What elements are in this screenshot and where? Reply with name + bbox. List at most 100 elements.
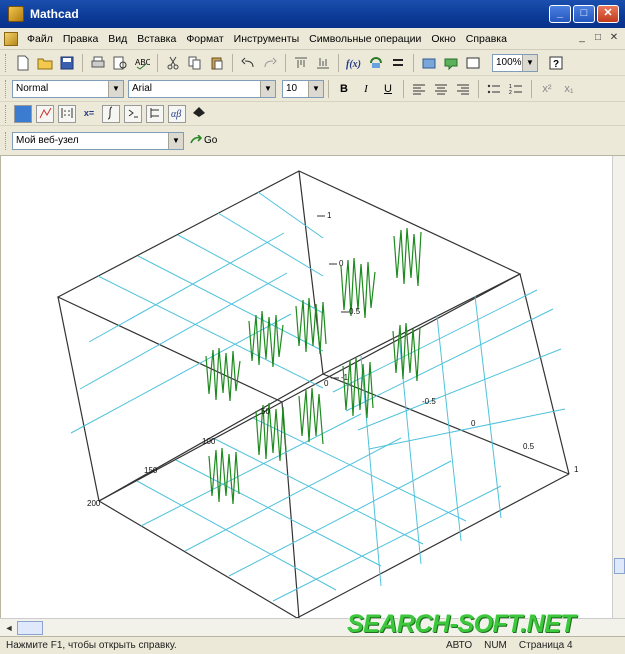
horizontal-scroll-thumb[interactable] xyxy=(17,621,43,635)
spell-check-icon[interactable]: ABC xyxy=(132,53,152,73)
bullet-list-icon[interactable] xyxy=(484,79,504,99)
status-mode: АВТО xyxy=(446,640,473,651)
chevron-down-icon[interactable]: ▼ xyxy=(260,80,275,97)
menu-edit[interactable]: Правка xyxy=(62,32,99,45)
tick-label-x-100: 100 xyxy=(202,437,216,446)
insert-unit-icon[interactable] xyxy=(366,53,386,73)
scroll-left-icon[interactable]: ◄ xyxy=(4,623,14,633)
chevron-down-icon[interactable]: ▼ xyxy=(522,54,537,71)
print-preview-icon[interactable] xyxy=(110,53,130,73)
svg-text:2: 2 xyxy=(509,90,512,95)
align-right-icon[interactable] xyxy=(453,79,473,99)
menu-file[interactable]: Файл xyxy=(27,32,53,45)
chevron-down-icon[interactable]: ▼ xyxy=(108,80,123,97)
align-bottom-icon[interactable] xyxy=(313,53,333,73)
toolbar-grip[interactable] xyxy=(5,131,8,150)
bold-button[interactable]: B xyxy=(340,82,348,95)
web-address-select[interactable]: Мой веб-узел ▼ xyxy=(12,131,184,150)
underline-button[interactable]: U xyxy=(384,82,392,95)
italic-button[interactable]: I xyxy=(364,82,368,95)
close-button[interactable]: ✕ xyxy=(597,5,619,23)
style-value: Normal xyxy=(16,83,49,94)
new-document-icon[interactable] xyxy=(13,53,33,73)
surface-plot-3d[interactable]: 1 0 0.5 -1 -0.5 0 0.5 1 0 50 100 150 200 xyxy=(1,156,612,618)
cut-icon[interactable] xyxy=(163,53,183,73)
maximize-button[interactable]: □ xyxy=(573,5,595,23)
matrix-toolbar-icon[interactable] xyxy=(58,104,76,123)
symbolic-toolbar-icon[interactable] xyxy=(190,105,208,123)
minimize-button[interactable]: _ xyxy=(549,5,571,23)
evaluation-toolbar-button[interactable]: x= xyxy=(83,107,95,118)
svg-text:ABC: ABC xyxy=(135,58,150,67)
programming-toolbar-icon[interactable] xyxy=(146,104,164,123)
insert-region-icon[interactable] xyxy=(463,53,483,73)
menu-format[interactable]: Формат xyxy=(186,32,224,45)
svg-text:f(x): f(x) xyxy=(346,59,361,70)
align-center-icon[interactable] xyxy=(431,79,451,99)
menu-tools[interactable]: Инструменты xyxy=(233,32,300,45)
menu-insert[interactable]: Вставка xyxy=(137,32,177,45)
superscript-button[interactable]: x² xyxy=(542,82,552,95)
zoom-value: 100% xyxy=(496,57,522,68)
font-size-select[interactable]: 10 ▼ xyxy=(282,79,324,98)
save-icon[interactable] xyxy=(57,53,77,73)
insert-component-icon[interactable] xyxy=(419,53,439,73)
toolbar-grip[interactable] xyxy=(5,53,8,72)
tick-label-x-0: 0 xyxy=(324,379,329,388)
status-hint: Нажмите F1, чтобы открыть справку. xyxy=(6,640,177,651)
chevron-down-icon[interactable]: ▼ xyxy=(308,80,323,97)
menu-symbolics[interactable]: Символьные операции xyxy=(309,32,422,45)
web-toolbar: Мой веб-узел ▼ Go xyxy=(0,126,625,156)
open-folder-icon[interactable] xyxy=(35,53,55,73)
calculus-toolbar-icon[interactable] xyxy=(102,104,120,123)
paste-icon[interactable] xyxy=(207,53,227,73)
calculate-icon[interactable] xyxy=(388,53,408,73)
horizontal-scrollbar[interactable]: ◄ xyxy=(0,618,625,636)
insert-function-icon[interactable]: f(x) xyxy=(344,53,364,73)
toolbar-separator xyxy=(413,53,414,72)
copy-icon[interactable] xyxy=(185,53,205,73)
toolbar-grip[interactable] xyxy=(5,104,8,123)
toolbar-separator xyxy=(328,79,329,98)
go-arrow-icon xyxy=(190,134,203,143)
help-icon[interactable]: ? xyxy=(546,53,566,73)
subscript-button[interactable]: x₁ xyxy=(564,82,574,95)
vertical-scroll-thumb[interactable] xyxy=(614,558,625,574)
zoom-select[interactable]: 100% ▼ xyxy=(492,53,538,72)
worksheet-area[interactable]: 1 0 0.5 -1 -0.5 0 0.5 1 0 50 100 150 200 xyxy=(0,156,612,618)
plot-curves xyxy=(205,227,422,505)
doc-close-button[interactable]: ✕ xyxy=(609,32,619,43)
toolbar-separator xyxy=(285,53,286,72)
menu-bar: Файл Правка Вид Вставка Формат Инструмен… xyxy=(0,28,625,50)
graph-toolbar-icon[interactable] xyxy=(36,104,54,123)
align-left-icon[interactable] xyxy=(409,79,429,99)
plot-box-edges xyxy=(56,170,570,618)
document-icon[interactable] xyxy=(4,31,18,46)
menu-window[interactable]: Окно xyxy=(431,32,456,45)
status-num: NUM xyxy=(484,640,507,651)
toolbar-grip[interactable] xyxy=(5,79,8,98)
calculator-toolbar-icon[interactable] xyxy=(14,104,32,123)
font-select[interactable]: Arial ▼ xyxy=(128,79,276,98)
doc-minimize-button[interactable]: _ xyxy=(579,32,585,43)
tick-label-y-mid3: 0.5 xyxy=(523,442,535,451)
vertical-scrollbar[interactable] xyxy=(612,156,625,618)
greek-toolbar-icon[interactable]: αβ xyxy=(168,104,186,123)
menu-help[interactable]: Справка xyxy=(465,32,507,45)
align-top-icon[interactable] xyxy=(291,53,311,73)
redo-icon[interactable] xyxy=(260,53,280,73)
undo-icon[interactable] xyxy=(238,53,258,73)
style-select[interactable]: Normal ▼ xyxy=(12,79,124,98)
tick-label-z-small: 0.5 xyxy=(349,307,361,316)
doc-restore-button[interactable]: □ xyxy=(594,32,602,43)
resource-center-icon[interactable] xyxy=(441,53,461,73)
print-icon[interactable] xyxy=(88,53,108,73)
tick-label-y-neg: -1 xyxy=(341,373,349,382)
tick-label-x-200: 200 xyxy=(87,499,101,508)
go-button[interactable]: Go xyxy=(190,134,217,147)
menu-view[interactable]: Вид xyxy=(108,32,128,45)
chevron-down-icon[interactable]: ▼ xyxy=(168,132,183,149)
boolean-toolbar-icon[interactable] xyxy=(124,104,142,123)
